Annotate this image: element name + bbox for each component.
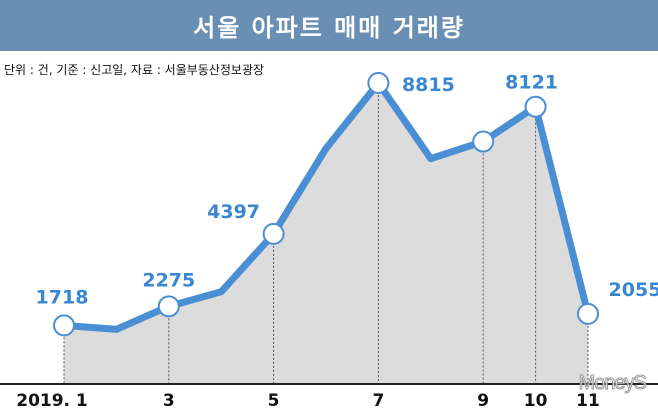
data-point-marker	[472, 130, 495, 153]
data-value-label: 1718	[36, 286, 89, 308]
x-tick-label: 2019. 1	[16, 391, 88, 409]
area-fill	[64, 83, 588, 384]
data-point-marker	[367, 72, 390, 94]
data-value-label: 2275	[142, 269, 195, 291]
x-tick-label: 9	[477, 391, 489, 409]
series-line	[60, 79, 592, 333]
data-point-marker	[53, 314, 75, 337]
data-value-label: 4397	[207, 201, 260, 223]
x-tick-label: 10	[524, 391, 548, 409]
data-point-marker	[157, 295, 180, 318]
data-point-marker	[524, 95, 547, 118]
x-tick-label: 3	[163, 391, 175, 409]
data-value-label: 2055	[609, 279, 658, 301]
x-tick-label: 7	[372, 391, 384, 409]
data-value-label: 8121	[505, 72, 558, 94]
data-point-marker	[577, 302, 599, 325]
chart-title: 서울 아파트 매매 거래량	[193, 14, 465, 42]
watermark-logo: MoneyS	[578, 372, 647, 395]
x-tick-label: 5	[268, 391, 280, 409]
x-tick-label: 11	[576, 391, 600, 409]
data-value-label: 8815	[402, 74, 455, 96]
data-point-marker	[262, 222, 285, 245]
unit-source-note: 단위 : 건, 기준 : 신고일, 자료 : 서울부동산정보광장	[4, 63, 265, 77]
title-bar: 서울 아파트 매매 거래량	[0, 0, 658, 51]
